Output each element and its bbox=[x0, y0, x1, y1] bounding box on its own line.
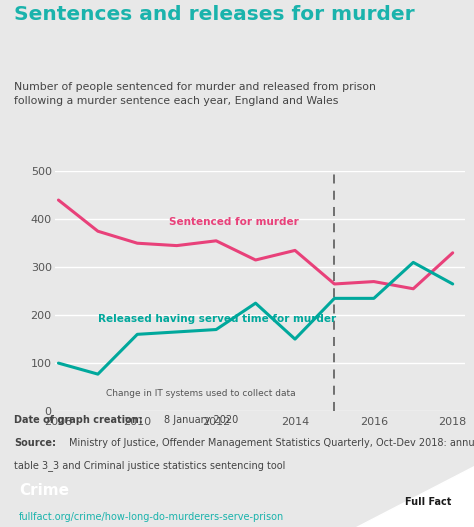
Text: Sentences and releases for murder: Sentences and releases for murder bbox=[14, 5, 415, 24]
Text: Source:: Source: bbox=[14, 437, 56, 447]
Text: Sentenced for murder: Sentenced for murder bbox=[169, 217, 299, 227]
Text: Full Fact: Full Fact bbox=[405, 496, 452, 506]
Text: Released having served time for murder: Released having served time for murder bbox=[98, 314, 336, 324]
Text: Ministry of Justice, Offender Management Statistics Quarterly, Oct-Dev 2018: ann: Ministry of Justice, Offender Management… bbox=[69, 437, 474, 447]
Text: Number of people sentenced for murder and released from prison
following a murde: Number of people sentenced for murder an… bbox=[14, 82, 376, 106]
Text: 8 January 2020: 8 January 2020 bbox=[164, 415, 238, 425]
Text: Date of graph creation:: Date of graph creation: bbox=[14, 415, 143, 425]
Text: Crime: Crime bbox=[19, 483, 69, 499]
Text: fullfact.org/crime/how-long-do-murderers-serve-prison: fullfact.org/crime/how-long-do-murderers… bbox=[19, 512, 284, 522]
Text: Change in IT systems used to collect data: Change in IT systems used to collect dat… bbox=[106, 389, 295, 398]
Polygon shape bbox=[356, 466, 474, 527]
Text: table 3_3 and Criminal justice statistics sentencing tool: table 3_3 and Criminal justice statistic… bbox=[14, 460, 286, 471]
